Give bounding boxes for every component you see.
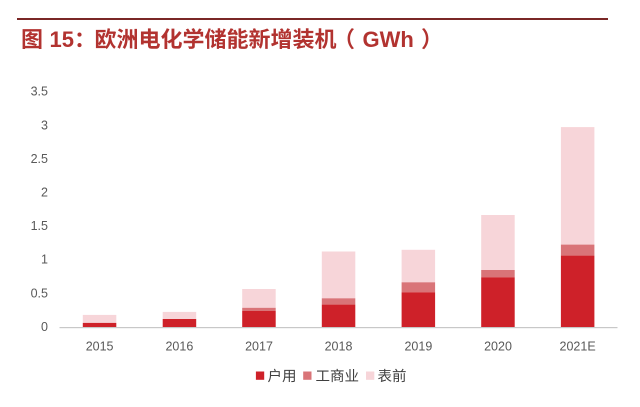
- svg-text:1: 1: [41, 253, 48, 267]
- svg-text:0.5: 0.5: [31, 286, 48, 300]
- svg-text:2020: 2020: [484, 340, 512, 354]
- svg-text:0: 0: [41, 320, 48, 334]
- svg-text:2021E: 2021E: [560, 340, 596, 354]
- svg-text:2017: 2017: [245, 340, 273, 354]
- svg-text:2018: 2018: [325, 340, 353, 354]
- svg-text:GWh: GWh: [363, 27, 414, 52]
- svg-text:3: 3: [41, 118, 48, 132]
- svg-text:2015: 2015: [86, 340, 114, 354]
- svg-text:15: 15: [50, 27, 74, 52]
- svg-text:2016: 2016: [165, 340, 193, 354]
- svg-text:2019: 2019: [404, 340, 432, 354]
- svg-text:1.5: 1.5: [31, 219, 48, 233]
- svg-text:3.5: 3.5: [31, 85, 48, 99]
- svg-text:2: 2: [41, 186, 48, 200]
- svg-text:2.5: 2.5: [31, 152, 48, 166]
